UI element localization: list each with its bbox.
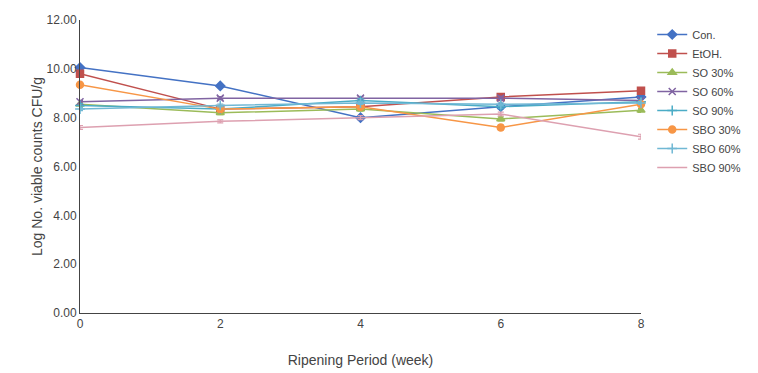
svg-text:SO 90%: SO 90% [692,105,733,117]
svg-text:12.00: 12.00 [47,13,77,27]
svg-text:EtOH.: EtOH. [692,48,722,60]
svg-text:0: 0 [77,317,84,331]
svg-text:SO 60%: SO 60% [692,86,733,98]
svg-text:10.00: 10.00 [47,62,77,76]
svg-text:Con.: Con. [692,29,715,41]
svg-text:SO 30%: SO 30% [692,67,733,79]
svg-text:4.00: 4.00 [53,209,77,223]
svg-text:Log No. viable counts CFU/g: Log No. viable counts CFU/g [29,77,45,256]
svg-text:6: 6 [497,317,504,331]
svg-text:2.00: 2.00 [53,257,77,271]
svg-text:SBO 60%: SBO 60% [692,143,741,155]
svg-text:6.00: 6.00 [53,160,77,174]
svg-text:SBO 30%: SBO 30% [692,124,741,136]
svg-text:2: 2 [217,317,224,331]
svg-text:8.00: 8.00 [53,111,77,125]
svg-text:SBO 90%: SBO 90% [692,162,741,174]
svg-text:Ripening Period (week): Ripening Period (week) [288,352,434,368]
svg-text:8: 8 [638,317,645,331]
svg-text:4: 4 [357,317,364,331]
svg-text:0.00: 0.00 [53,306,77,320]
